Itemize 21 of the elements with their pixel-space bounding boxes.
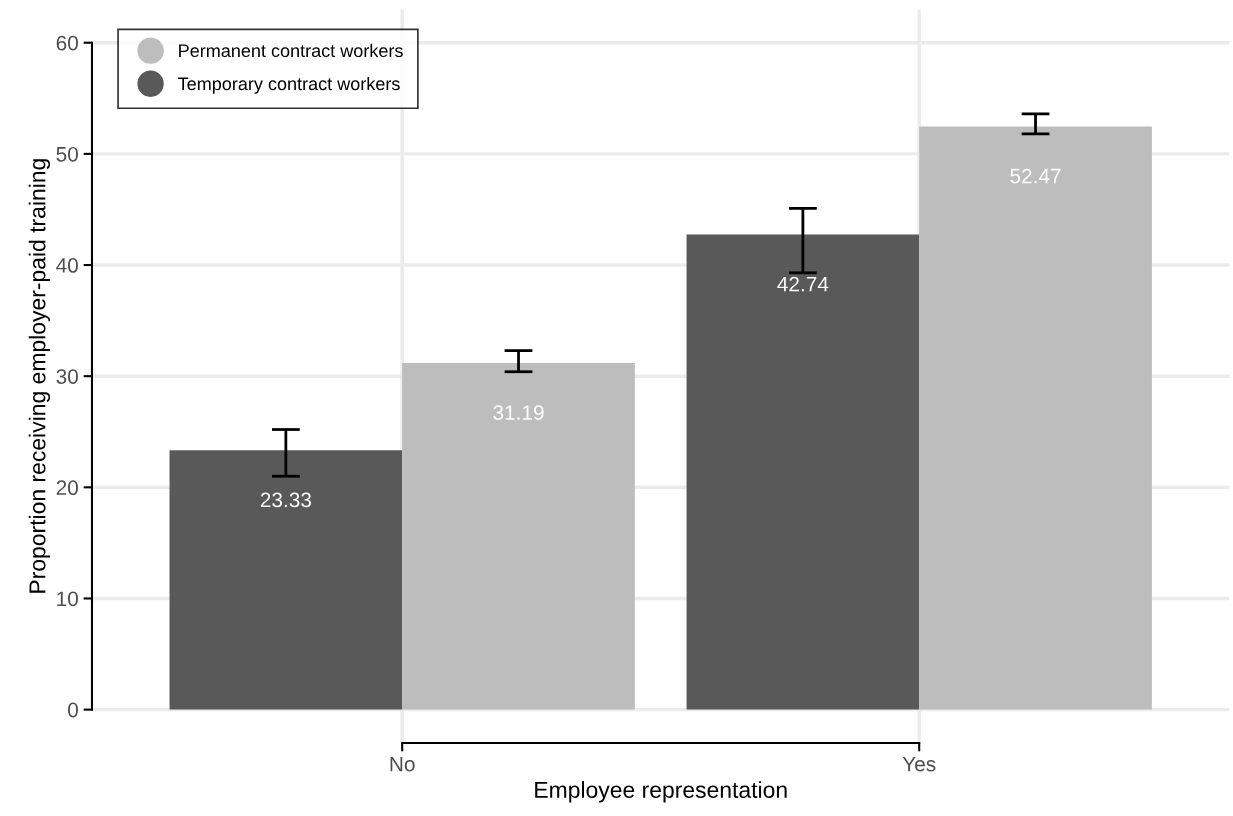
y-tick-label: 20 <box>56 480 78 496</box>
y-tick-label: 50 <box>56 146 78 162</box>
y-tick-label: 0 <box>68 702 78 718</box>
x-axis-title: Employee representation <box>535 781 787 803</box>
data-label: 52.47 <box>1010 168 1061 184</box>
legend-label: Permanent contract workers <box>179 43 403 58</box>
data-label: 42.74 <box>777 276 829 292</box>
data-label: 23.33 <box>260 492 312 508</box>
bar <box>402 362 635 710</box>
y-axis-title: Proportion receiving employer-paid training <box>28 159 51 593</box>
bar <box>686 234 920 710</box>
bar <box>919 126 1152 710</box>
y-tick-label: 40 <box>56 258 78 273</box>
x-tick-label: Yes <box>902 756 936 772</box>
y-tick-label: 30 <box>56 369 78 384</box>
data-label: 31.19 <box>493 405 544 420</box>
x-tick-label: No <box>390 756 415 772</box>
bar <box>169 450 403 710</box>
y-tick-label: 10 <box>57 591 78 607</box>
y-tick-label: 60 <box>56 35 78 51</box>
legend-label: Temporary contract workers <box>178 76 400 94</box>
